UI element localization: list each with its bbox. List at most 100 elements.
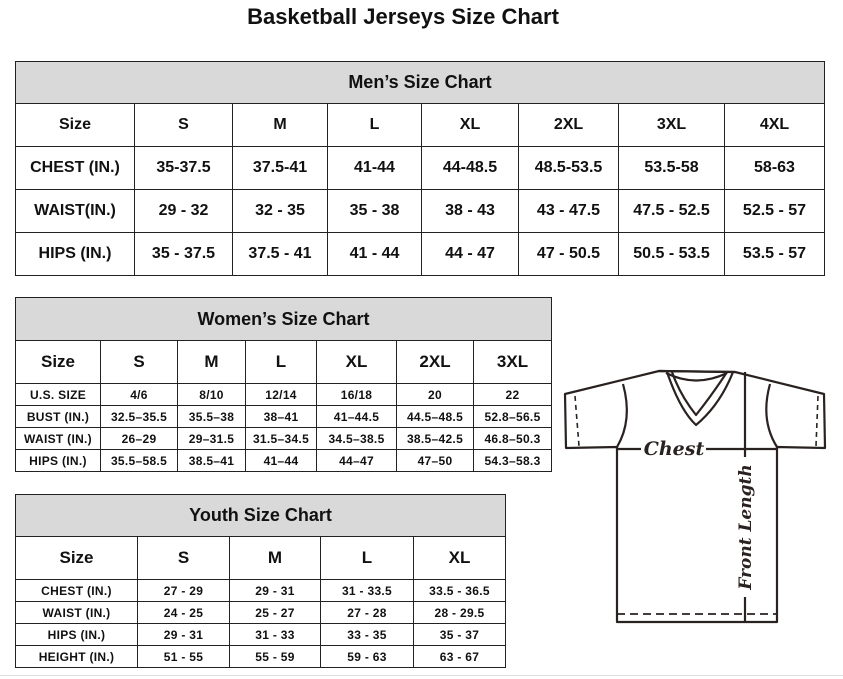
table-cell: 44 - 47 xyxy=(421,232,519,276)
table-row: CHEST (IN.) 35-37.5 37.5-41 41-44 44-48.5 48.… xyxy=(15,146,825,190)
size-header-row: Size S M L XL 2XL 3XL xyxy=(15,340,553,384)
chest-label: Chest xyxy=(644,438,705,460)
table-cell: 47.5 - 52.5 xyxy=(618,189,725,233)
table-cell: 38.5–41 xyxy=(177,449,246,472)
table-cell: 53.5 - 57 xyxy=(724,232,825,276)
table-cell: 35 - 37 xyxy=(412,623,507,646)
table-cell: 55 - 59 xyxy=(229,645,321,668)
table-cell: 58-63 xyxy=(724,146,825,190)
table-row: BUST (IN.) 32.5–35.5 35.5–38 38–41 41–44.5 44… xyxy=(15,405,553,428)
row-label: U.S. SIZE xyxy=(15,383,101,406)
table-cell: M xyxy=(177,340,246,384)
row-label: Size xyxy=(15,103,135,147)
table-cell: 16/18 xyxy=(316,383,397,406)
front-length-label: Front Length xyxy=(736,464,756,590)
table-cell: 25 - 27 xyxy=(229,601,321,624)
youth-size-table: Youth Size Chart Size S M L XL CHEST (IN.) 27 … xyxy=(14,494,507,668)
row-label: HIPS (IN.) xyxy=(15,449,101,472)
youth-table-title: Youth Size Chart xyxy=(14,494,507,537)
size-header-row: Size S M L XL 2XL 3XL 4XL xyxy=(15,103,825,147)
table-cell: 38 - 43 xyxy=(421,189,519,233)
table-cell: 37.5 - 41 xyxy=(232,232,328,276)
table-row: WAIST (IN.) 26–29 29–31.5 31.5–34.5 34.5–38.… xyxy=(15,427,553,450)
page-title: Basketball Jerseys Size Chart xyxy=(247,4,559,29)
table-cell: 33.5 - 36.5 xyxy=(412,579,507,602)
table-cell: S xyxy=(137,536,230,580)
table-cell: 46.8–50.3 xyxy=(472,427,553,450)
table-cell: 37.5-41 xyxy=(232,146,328,190)
table-cell: 8/10 xyxy=(177,383,246,406)
table-cell: 32.5–35.5 xyxy=(100,405,178,428)
table-cell: 44-48.5 xyxy=(421,146,519,190)
table-cell: S xyxy=(100,340,178,384)
table-cell: 31 - 33 xyxy=(229,623,321,646)
row-label: BUST (IN.) xyxy=(15,405,101,428)
jersey-measurement-diagram: Chest Front Length xyxy=(563,369,827,624)
table-cell: 41 - 44 xyxy=(327,232,422,276)
table-cell: XL xyxy=(421,103,519,147)
mens-table-title: Men’s Size Chart xyxy=(15,61,825,104)
table-cell: XL xyxy=(412,536,507,580)
row-label: WAIST (IN.) xyxy=(15,427,101,450)
table-cell: 2XL xyxy=(518,103,619,147)
table-cell: 44.5–48.5 xyxy=(396,405,474,428)
table-cell: 22 xyxy=(472,383,553,406)
womens-table-title: Women’s Size Chart xyxy=(14,297,553,341)
table-row: HEIGHT (IN.) 51 - 55 55 - 59 59 - 63 63 - 67 xyxy=(15,645,507,668)
table-cell: M xyxy=(229,536,321,580)
row-label: HIPS (IN.) xyxy=(15,623,138,646)
v-neck-icon xyxy=(665,371,735,427)
table-cell: 29 - 32 xyxy=(134,189,233,233)
table-cell: 27 - 28 xyxy=(320,601,414,624)
table-cell: 41-44 xyxy=(327,146,422,190)
table-cell: 24 - 25 xyxy=(137,601,230,624)
table-cell: 3XL xyxy=(618,103,725,147)
table-cell: 50.5 - 53.5 xyxy=(618,232,725,276)
row-label: WAIST (IN.) xyxy=(15,601,138,624)
table-cell: 31.5–34.5 xyxy=(245,427,317,450)
table-row: HIPS (IN.) 29 - 31 31 - 33 33 - 35 35 - 37 xyxy=(15,623,507,646)
table-cell: 44–47 xyxy=(316,449,397,472)
bottom-divider xyxy=(0,675,843,679)
row-label: CHEST (IN.) xyxy=(15,579,138,602)
shirt-outline xyxy=(563,369,827,624)
womens-size-table: Women’s Size Chart Size S M L XL 2XL 3XL U.S. S… xyxy=(14,297,553,472)
row-label: HEIGHT (IN.) xyxy=(15,645,138,668)
table-cell: S xyxy=(134,103,233,147)
table-cell: 35-37.5 xyxy=(134,146,233,190)
table-cell: 52.5 - 57 xyxy=(724,189,825,233)
mens-size-table: Men’s Size Chart Size S M L XL 2XL 3XL 4XL CHEST… xyxy=(15,61,825,276)
table-cell: 2XL xyxy=(396,340,474,384)
table-cell: 52.8–56.5 xyxy=(472,405,553,428)
table-cell: 4/6 xyxy=(100,383,178,406)
table-cell: 32 - 35 xyxy=(232,189,328,233)
table-cell: 35 - 37.5 xyxy=(134,232,233,276)
table-cell: 29–31.5 xyxy=(177,427,246,450)
table-cell: 35.5–58.5 xyxy=(100,449,178,472)
table-cell: XL xyxy=(316,340,397,384)
table-cell: 48.5-53.5 xyxy=(518,146,619,190)
table-row: CHEST (IN.) 27 - 29 29 - 31 31 - 33.5 33.5 -… xyxy=(15,579,507,602)
table-cell: 28 - 29.5 xyxy=(412,601,507,624)
row-label: CHEST (IN.) xyxy=(15,146,135,190)
table-cell: 12/14 xyxy=(245,383,317,406)
row-label: WAIST(IN.) xyxy=(15,189,135,233)
table-cell: 38–41 xyxy=(245,405,317,428)
table-cell: 27 - 29 xyxy=(137,579,230,602)
table-cell: 33 - 35 xyxy=(320,623,414,646)
table-cell: 63 - 67 xyxy=(412,645,507,668)
table-row: WAIST (IN.) 24 - 25 25 - 27 27 - 28 28 - 29.… xyxy=(15,601,507,624)
table-cell: 41–44.5 xyxy=(316,405,397,428)
row-label: Size xyxy=(15,340,101,384)
table-row: HIPS (IN.) 35 - 37.5 37.5 - 41 41 - 44 44 - … xyxy=(15,232,825,276)
table-cell: 35 - 38 xyxy=(327,189,422,233)
table-cell: 47–50 xyxy=(396,449,474,472)
table-cell: M xyxy=(232,103,328,147)
table-cell: 41–44 xyxy=(245,449,317,472)
table-cell: 47 - 50.5 xyxy=(518,232,619,276)
table-cell: 43 - 47.5 xyxy=(518,189,619,233)
table-cell: 53.5-58 xyxy=(618,146,725,190)
table-row: U.S. SIZE 4/6 8/10 12/14 16/18 20 22 xyxy=(15,383,553,406)
table-cell: 29 - 31 xyxy=(229,579,321,602)
table-cell: 29 - 31 xyxy=(137,623,230,646)
